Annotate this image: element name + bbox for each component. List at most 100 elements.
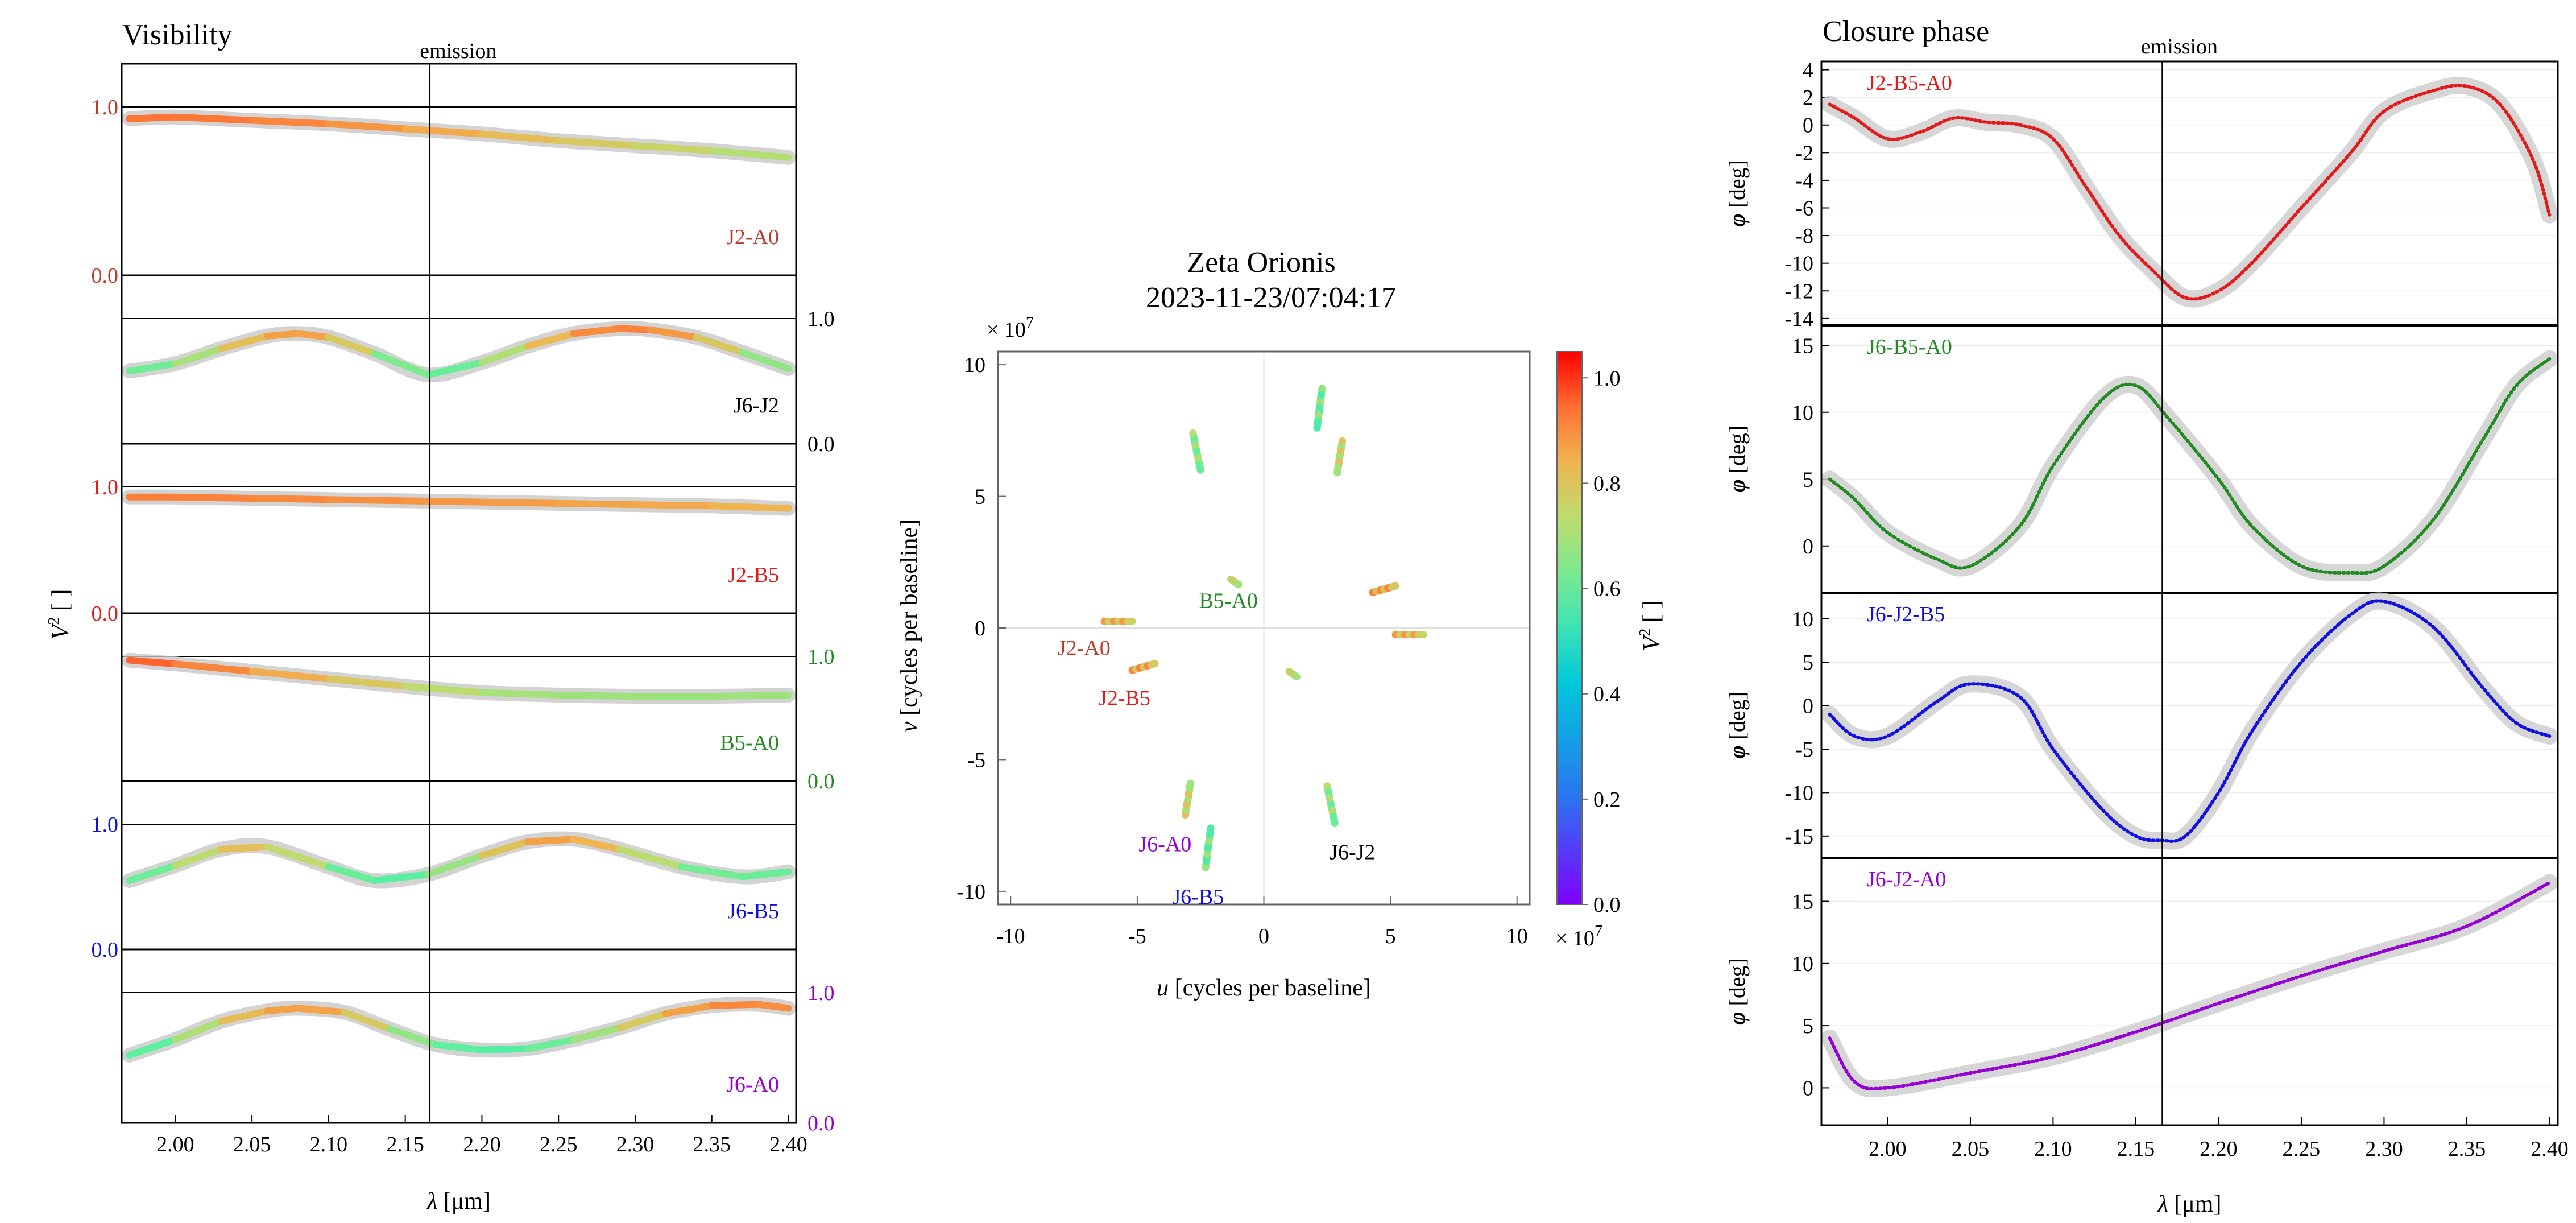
data-segment [172,660,256,675]
visibility-panel-J2-A0: J2-A0 1.0 0.0 [92,96,796,288]
y-axis-symbol: φ [1724,214,1750,227]
series-label: J6-J2 [734,394,779,418]
uv-track-segment [1233,580,1243,589]
y-tick-label: -2 [1795,141,1813,165]
colorbar-tick-label: 0.0 [1593,893,1621,917]
x-tick-label: 2.35 [693,1133,731,1156]
error-band [1821,350,2558,582]
x-axis-label: λ [μm] [2157,1191,2222,1217]
data-segment [172,345,225,367]
uv-track [1333,437,1347,477]
error-band [122,831,796,889]
x-tick-label: 2.40 [2531,1137,2569,1161]
uv-track [1189,429,1204,474]
data-segment [739,868,792,881]
y-tick-label: 0 [1803,1076,1813,1100]
uv-track-segment [1313,418,1322,432]
y-axis-label: V2 [ ] [45,589,74,640]
v-axis-label: v [cycles per baseline] [896,519,922,732]
y-axis-symbol: φ [1724,1012,1750,1025]
data-segment [401,683,486,696]
uv-track-label: J2-A0 [1058,637,1111,660]
colorbar-tick-label: 0.6 [1593,577,1621,601]
data-segment [249,494,332,503]
data-segment [478,130,562,144]
uv-track-J6-A0: J6-A0 [1138,779,1194,857]
uv-track-label: J6-J2 [1330,840,1375,864]
x-tick-label: 2.00 [156,1133,194,1156]
data-segment [218,332,271,352]
error-band [1821,874,2558,1097]
series-label: J2-B5-A0 [1867,71,1952,95]
y-tick-label: 5 [1803,1014,1813,1038]
data-segment [478,342,532,366]
uv-track-B5-A0: B5-A0 [1199,575,1258,613]
data-segment [677,863,746,881]
data-segment [126,862,179,884]
uv-subtitle: 2023-11-23/07:04:17 [1146,282,1396,314]
uv-track-segment [1195,460,1204,474]
uv-track-label: J2-B5 [1099,687,1150,710]
y-tick-label: -12 [1784,279,1813,303]
colorbar-label: V2 [ ] [1637,601,1665,651]
y-tick-label: -15 [1784,825,1813,849]
data-segment [708,691,792,700]
v-symbol: v [896,721,922,732]
y-tick-label: 2 [1803,86,1813,110]
x-axis-unit: [μm] [437,1188,491,1214]
data-segment [172,113,256,124]
visibility-panel-B5-A0: B5-A0 1.0 0.0 [122,645,835,794]
data-segment [570,1024,624,1043]
v-tick-label: 10 [964,353,985,377]
data-segment [708,147,792,161]
emission-label: emission [2141,35,2218,59]
series-label: J6-J2-A0 [1867,867,1946,891]
data-segment [754,1001,792,1012]
visibility-panel-J2-B5: J2-B5 1.0 0.0 [92,476,796,626]
data-segment [478,1045,532,1053]
data-segment [325,496,409,505]
data-segment [555,691,639,700]
y-tick-label: -8 [1795,224,1813,248]
data-segment [126,1036,179,1059]
visibility-panel-J6-B5: J6-B5 1.0 0.0 [92,813,796,962]
u-unit: [cycles per baseline] [1169,975,1371,1001]
y-axis-symbol: φ [1724,480,1750,493]
v-tick-label: -10 [956,880,985,904]
uv-track-J6-J2: J6-J2 [1323,782,1375,864]
data-segment [340,1009,394,1033]
data-segment [425,852,486,878]
data-segment [631,501,715,510]
series-label: J6-B5-A0 [1867,335,1952,359]
colorbar-symbol: V [1639,634,1665,651]
uv-track [1369,582,1399,597]
x-tick-label: 2.15 [2117,1137,2155,1161]
panel-tick-top: 1.0 [807,307,835,331]
y-tick-label: 10 [1792,401,1813,425]
panel-tick-top: 1.0 [92,813,119,837]
y-axis-symbol: V [48,622,74,639]
data-segment [264,330,301,340]
uv-track [1285,667,1301,681]
data-segment [555,137,639,150]
data-segment [126,656,179,668]
uv-track-segment [1206,824,1215,838]
data-segment [708,502,792,512]
colorbar-tick-label: 0.8 [1593,472,1621,495]
closure-phase-chart: Closure phase 4 2 0 -2 -4 -6 -8 -10 -12 -14 J2-B5-A… [1724,15,2569,1217]
y-tick-label: -4 [1795,169,1813,193]
data-line [1828,599,2552,843]
closure-panel-J6-J2-B5: 10 5 0 -5 -10 -15 J6-J2-B5 φ [deg] [1724,592,2558,859]
x-tick-label: 2.30 [616,1133,655,1156]
series-label: J6-B5 [727,899,779,923]
closure-title: Closure phase [1823,15,1989,48]
y-axis-label: φ [deg] [1724,160,1750,227]
x-axis-symbol: λ [426,1188,437,1214]
uv-track [1313,385,1326,432]
closure-panel-J6-B5-A0: 15 10 5 0 J6-B5-A0 φ [deg] [1724,334,2558,594]
x-tick-label: 2.10 [2034,1137,2072,1161]
data-segment [264,1005,301,1015]
y-axis-label: φ [deg] [1724,958,1750,1025]
